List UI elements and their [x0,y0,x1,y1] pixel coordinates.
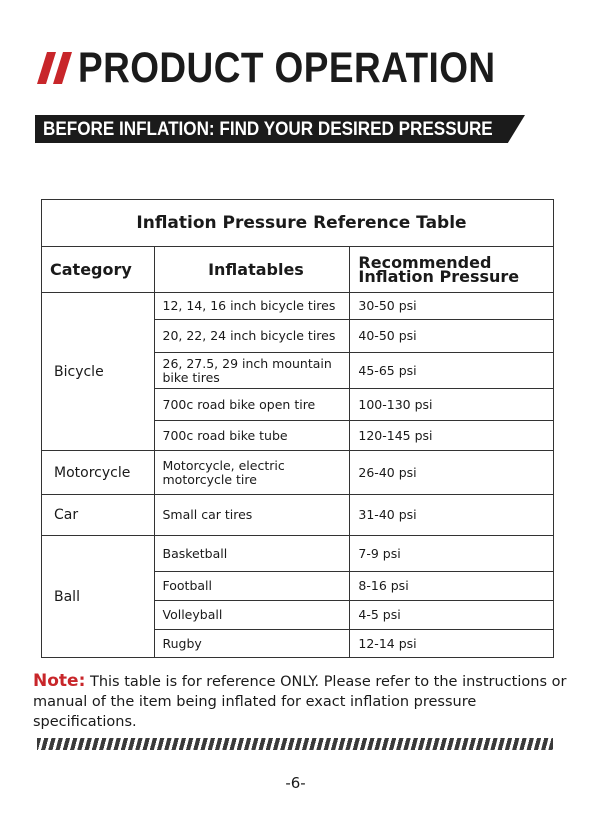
table-row: Bicycle 12, 14, 16 inch bicycle tires 30-5… [41,292,554,451]
table-row: 700c road bike open tire 100-130 psi [42,388,554,421]
pressure-cell: 120-145 psi [349,420,554,451]
note: Note: This table is for reference ONLY. … [33,671,578,732]
column-header: Category [41,246,155,293]
table-row: 700c road bike tube 120-145 psi [42,420,554,451]
header-row: Category Inflatables Recommended Inflation… [41,246,554,293]
banner-text: BEFORE INFLATION: FIND YOUR DESIRED PRES… [43,119,493,140]
pressure-cell: 8-16 psi [349,571,554,601]
inflatable-cell: 700c road bike tube [153,420,351,451]
page-title: PRODUCT OPERATION [78,44,496,92]
category-cell: Bicycle [41,292,155,451]
pressure-cell: 7-9 psi [349,535,554,572]
table-row: Car Small car tires 31-40 psi [41,494,554,536]
title-marker [37,52,72,84]
table-title: Inflation Pressure Reference Table [41,199,554,247]
pressure-cell: 26-40 psi [349,450,554,495]
inflatable-cell: Volleyball [153,600,351,630]
inflatable-cell: Football [153,571,351,601]
inflatable-cell: 20, 22, 24 inch bicycle tires [153,319,351,353]
table-row: Ball Basketball 7-9 psi [41,535,554,658]
column-header: Recommended Inflation Pressure [349,246,554,293]
inflatable-cell: Small car tires [153,494,351,536]
note-label: Note: [33,671,86,691]
category-cell: Motorcycle [41,450,155,495]
inflatable-cell: Basketball [153,535,351,572]
pressure-cell: 30-50 psi [349,292,554,320]
pressure-cell: 31-40 psi [349,494,554,536]
category-cell: Ball [41,535,155,658]
pressure-cell: 45-65 psi [349,352,554,389]
note-text: This table is for reference ONLY. Please… [33,674,567,730]
column-header: Inflatables [153,246,351,293]
title-row: Inflation Pressure Reference Table [41,199,554,247]
pressure-cell: 40-50 psi [349,319,554,353]
page-number: -6- [285,774,306,792]
table-row: Volleyball 4-5 psi [42,600,554,630]
category-cell: Car [41,494,155,536]
table-row: 20, 22, 24 inch bicycle tires 40-50 psi [42,319,554,353]
inflatable-cell: Rugby [153,629,351,658]
pressure-table: Inflation Pressure Reference Table Catego… [41,199,554,658]
inflatable-cell: 26, 27.5, 29 inch mountain bike tires [153,352,351,389]
pressure-cell: 4-5 psi [349,600,554,630]
divider [37,738,553,750]
pressure-cell: 100-130 psi [349,388,554,421]
section-banner: BEFORE INFLATION: FIND YOUR DESIRED PRES… [35,115,525,143]
table-row: Motorcycle Motorcycle, electric motorcycl… [41,450,554,495]
pressure-cell: 12-14 psi [349,629,554,658]
inflatable-cell: Motorcycle, electric motorcycle tire [153,450,351,495]
table-row: 26, 27.5, 29 inch mountain bike tires 45-… [42,352,554,389]
table-row: Rugby 12-14 psi [42,629,554,658]
inflatable-cell: 12, 14, 16 inch bicycle tires [153,292,351,320]
inflatable-cell: 700c road bike open tire [153,388,351,421]
